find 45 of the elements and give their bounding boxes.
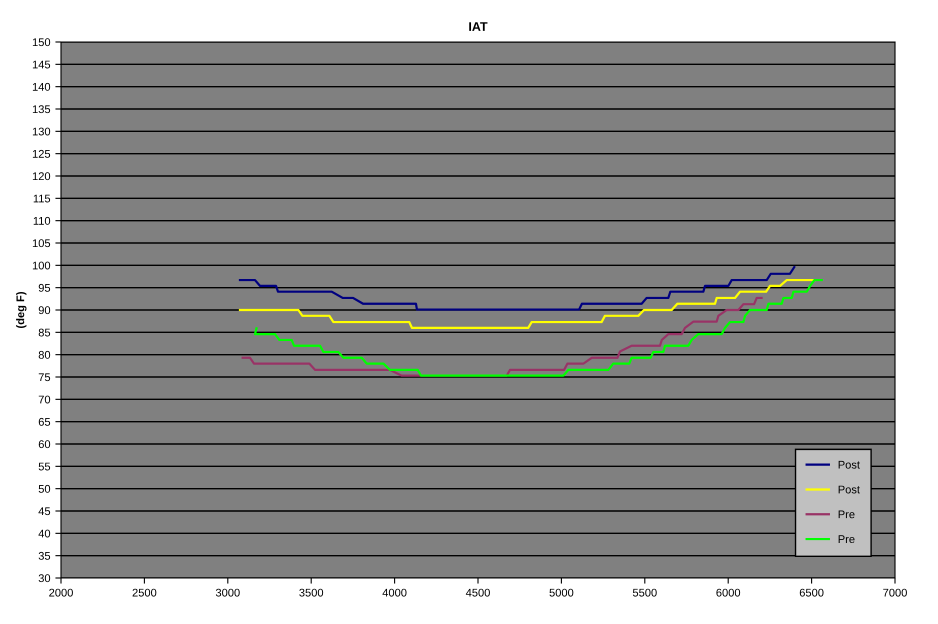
chart-title: IAT <box>469 22 488 31</box>
y-tick-label: 65 <box>38 418 50 426</box>
y-tick-label: 100 <box>32 262 50 270</box>
y-tick-label: 60 <box>38 440 50 448</box>
y-tick-label: 80 <box>38 350 50 359</box>
y-tick-label: 110 <box>34 216 50 225</box>
y-tick-label: 70 <box>38 396 50 404</box>
x-tick-label: 3500 <box>299 588 324 597</box>
y-tick-label: 35 <box>38 552 50 560</box>
y-tick-label: 30 <box>38 574 50 582</box>
y-tick-label: 120 <box>32 172 50 180</box>
line-series <box>238 278 816 329</box>
y-tick-label: 105 <box>32 239 50 248</box>
y-tick-label: 75 <box>38 373 50 382</box>
y-axis-title: (deg F) <box>16 292 26 328</box>
y-tick-label: 150 <box>32 38 50 46</box>
y-tick-label: 95 <box>38 284 50 292</box>
y-tick-label: 145 <box>32 60 50 68</box>
x-tick-label: 4000 <box>382 588 407 597</box>
y-tick-label: 40 <box>38 530 50 538</box>
y-tick-label: 130 <box>32 128 50 136</box>
x-tick-label: 2000 <box>49 588 73 597</box>
legend-label: Post <box>838 486 860 494</box>
x-tick-label: 6500 <box>800 588 824 597</box>
y-tick-label: 45 <box>38 507 50 516</box>
x-tick-label: 6000 <box>716 588 740 597</box>
y-tick-label: 90 <box>38 306 50 314</box>
x-tick-label: 3000 <box>216 588 240 597</box>
x-tick-label: 5500 <box>632 588 657 597</box>
x-tick-label: 2500 <box>132 588 156 597</box>
legend-label: Post <box>838 460 860 469</box>
x-tick-label: 7000 <box>883 588 907 597</box>
y-tick-label: 115 <box>34 194 50 202</box>
y-tick-label: 50 <box>38 484 50 493</box>
x-tick-label: 5000 <box>549 588 574 597</box>
y-tick-label: 140 <box>32 82 50 91</box>
x-tick-label: 4500 <box>466 588 490 597</box>
y-tick-label: 85 <box>38 328 50 336</box>
legend-label: Pre <box>838 510 855 518</box>
y-tick-label: 135 <box>32 105 50 114</box>
line-series <box>238 266 796 311</box>
y-tick-label: 125 <box>32 150 50 158</box>
y-tick-label: 55 <box>38 462 50 470</box>
line-series <box>254 278 823 377</box>
legend-label: Pre <box>838 535 855 544</box>
